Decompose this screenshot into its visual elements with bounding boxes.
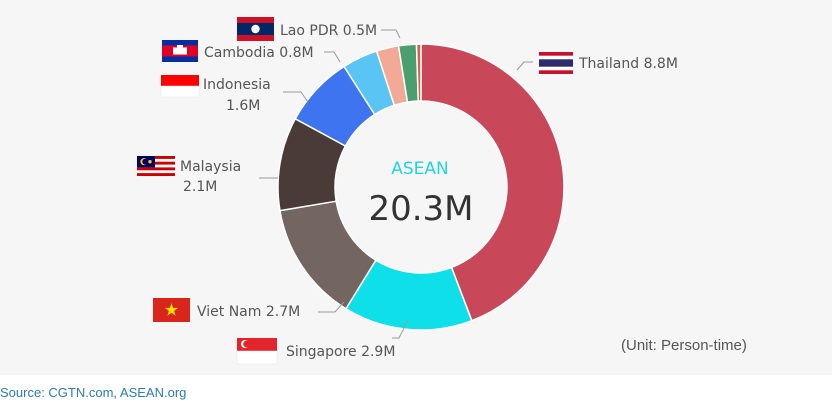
- label-thailand: Thailand 8.8M: [578, 56, 678, 72]
- malaysia-flag-icon: [137, 156, 175, 176]
- label-vietnam: Viet Nam 2.7M: [197, 304, 300, 320]
- label-singapore: Singapore 2.9M: [286, 344, 395, 360]
- singapore-flag-icon: [236, 338, 278, 365]
- indonesia-flag-icon: [160, 75, 200, 98]
- label-cambodia: Cambodia 0.8M: [204, 45, 314, 61]
- center-title: ASEAN: [391, 159, 449, 179]
- center-value: 20.3M: [368, 189, 473, 229]
- laos-flag-icon: [237, 17, 274, 41]
- donut-chart: ASEAN 20.3M Thailand 8.8M Singapore 2.9M: [137, 17, 678, 365]
- slice-thailand: [420, 43, 565, 322]
- unit-note: (Unit: Person-time): [621, 337, 747, 354]
- slice-other-2: [415, 43, 422, 102]
- label-indonesia-name: Indonesia: [203, 77, 271, 93]
- label-malaysia-value: 2.1M: [183, 179, 217, 195]
- label-indonesia-value: 1.6M: [226, 98, 260, 114]
- chart-area: ASEAN 20.3M Thailand 8.8M Singapore 2.9M: [137, 17, 747, 365]
- label-laos: Lao PDR 0.5M: [280, 23, 377, 39]
- cambodia-flag-icon: [162, 40, 198, 62]
- vietnam-flag-icon: [153, 298, 190, 322]
- donut-slices: [277, 43, 565, 331]
- thailand-flag-icon: [539, 52, 573, 74]
- label-malaysia-name: Malaysia: [180, 159, 241, 175]
- leader-lines: [259, 29, 533, 339]
- source-credit: Source: CGTN.com, ASEAN.org: [0, 385, 187, 400]
